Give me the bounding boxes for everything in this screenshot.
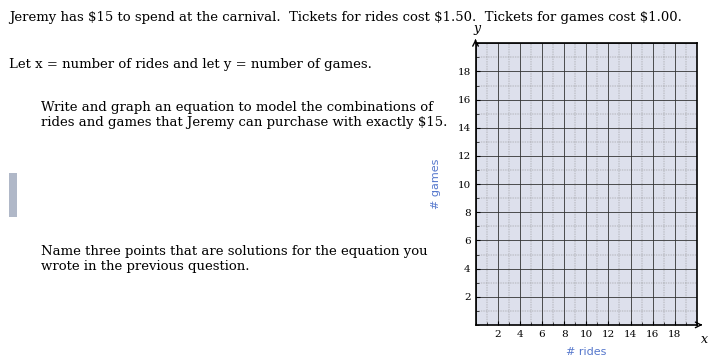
- Text: Jeremy has $15 to spend at the carnival.  Tickets for rides cost $1.50.  Tickets: Jeremy has $15 to spend at the carnival.…: [9, 11, 682, 24]
- Text: # games: # games: [431, 159, 441, 209]
- Text: Let x = number of rides and let y = number of games.: Let x = number of rides and let y = numb…: [9, 58, 372, 71]
- Text: Write and graph an equation to model the combinations of
rides and games that Je: Write and graph an equation to model the…: [41, 101, 447, 129]
- Text: x: x: [701, 333, 709, 346]
- Bar: [9, 173, 17, 217]
- Text: # rides: # rides: [566, 347, 606, 357]
- Text: y: y: [473, 22, 481, 35]
- Text: Name three points that are solutions for the equation you
wrote in the previous : Name three points that are solutions for…: [41, 245, 427, 274]
